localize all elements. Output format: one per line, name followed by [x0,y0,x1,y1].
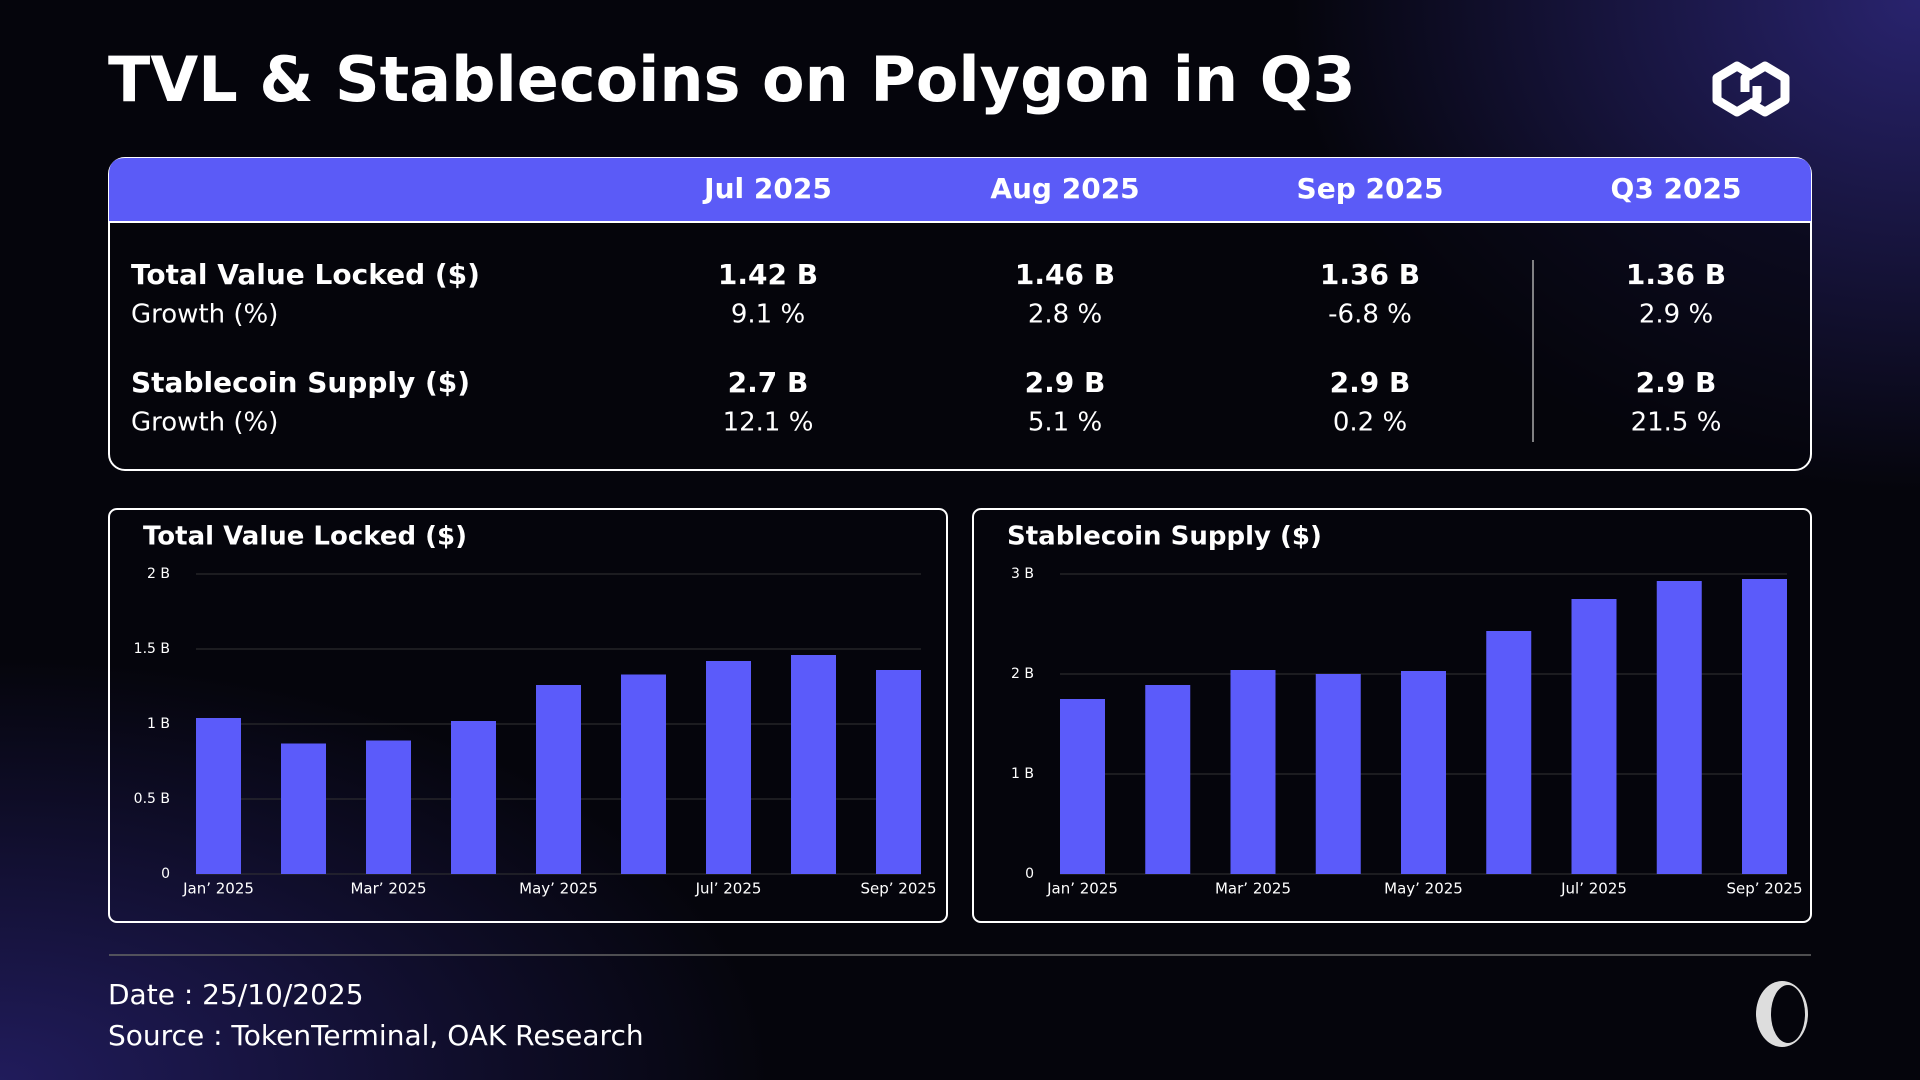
cell: 12.1 % [723,408,814,438]
bar [1656,581,1702,874]
y-tick-label: 0 [1025,866,1034,882]
bar [366,740,411,874]
polygon-logo [1712,61,1790,117]
x-tick-label: May’ 2025 [1384,880,1463,898]
x-tick-label: Mar’ 2025 [350,880,426,898]
y-tick-label: 0.5 B [134,791,170,807]
bar [791,655,836,874]
cell: 2.7 B [728,366,809,399]
y-tick-label: 0 [161,866,170,882]
cell: 1.46 B [1015,258,1115,291]
bar [281,743,326,874]
cell: 1.36 B [1626,258,1726,291]
y-tick-label: 1 B [147,716,170,732]
chart-title: Total Value Locked ($) [143,522,467,552]
row-label: Stablecoin Supply ($) [131,366,470,399]
chart-title: Stablecoin Supply ($) [1007,522,1322,552]
chart-frame [972,508,1812,923]
bar [1486,631,1532,874]
cell: 1.36 B [1320,258,1420,291]
footer-date: Date : 25/10/2025 [108,978,364,1011]
row-label: Growth (%) [131,300,278,330]
bar [706,661,751,874]
x-tick-label: Jul’ 2025 [695,880,762,898]
x-tick-label: Sep’ 2025 [861,880,937,898]
bar [1315,674,1361,874]
bar [196,718,241,874]
y-tick-label: 1 B [1011,766,1034,782]
bar [1742,579,1787,874]
cell: 2.9 B [1330,366,1411,399]
cell: 2.8 % [1028,300,1102,330]
row-label: Growth (%) [131,408,278,438]
cell: -6.8 % [1328,300,1412,330]
bar [451,721,496,874]
x-tick-label: May’ 2025 [519,880,598,898]
column-header: Sep 2025 [1297,172,1444,205]
bar [536,685,581,874]
cell: 2.9 B [1025,366,1106,399]
x-tick-label: Sep’ 2025 [1727,880,1803,898]
x-tick-label: Jan’ 2025 [182,880,254,898]
column-header: Aug 2025 [990,172,1139,205]
x-tick-label: Jul’ 2025 [1560,880,1627,898]
title: TVL & Stablecoins on Polygon in Q3 [108,43,1356,116]
bar [1230,670,1276,874]
bar [1401,671,1446,874]
cell: 1.42 B [718,258,818,291]
bar [876,670,921,874]
y-tick-label: 3 B [1011,566,1034,582]
y-tick-label: 2 B [1011,666,1034,682]
x-tick-label: Mar’ 2025 [1215,880,1291,898]
bar [1571,599,1617,874]
row-label: Total Value Locked ($) [131,258,480,291]
cell: 5.1 % [1028,408,1102,438]
bar [1060,699,1105,874]
cell: 2.9 % [1639,300,1713,330]
bar [1145,685,1191,874]
column-header: Q3 2025 [1611,172,1742,205]
x-tick-label: Jan’ 2025 [1046,880,1118,898]
oak-logo [1756,981,1808,1047]
y-tick-label: 1.5 B [134,641,170,657]
footer-source: Source : TokenTerminal, OAK Research [108,1019,644,1052]
chart-frame [108,508,948,923]
y-tick-label: 2 B [147,566,170,582]
bar [621,674,666,874]
cell: 21.5 % [1631,408,1722,438]
table-header [109,158,1811,222]
column-header: Jul 2025 [702,172,832,205]
cell: 0.2 % [1333,408,1407,438]
cell: 9.1 % [731,300,805,330]
cell: 2.9 B [1636,366,1717,399]
